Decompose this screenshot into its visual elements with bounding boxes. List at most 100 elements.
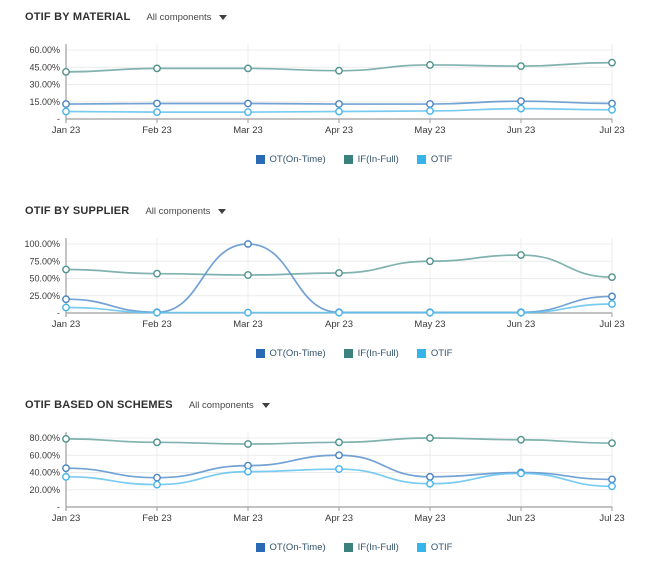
data-point[interactable] [62,295,70,304]
data-point[interactable] [335,66,343,75]
data-point[interactable] [608,273,616,282]
chart-legend: OT(On-Time) IF(In-Full) OTIF [48,153,645,165]
data-point[interactable] [335,107,343,116]
data-point[interactable] [335,438,343,447]
legend-swatch-icon [416,348,426,358]
series-OTIF [62,465,616,491]
data-point[interactable] [426,100,434,108]
components-dropdown[interactable]: All components [189,400,270,411]
line-chart-otif-by-material[interactable]: 60.00% 45.00% 30.00% 15.00% - Jan 23 Feb 23 Mar… [18,36,645,136]
data-point[interactable] [426,61,434,69]
chart-section-otif-by-material: OTIF BY MATERIAL All components 60.00% 45… [0,0,645,165]
data-point[interactable] [62,303,70,312]
legend-item-otif[interactable]: OTIF [416,542,452,553]
data-point[interactable] [517,104,525,113]
data-point[interactable] [153,308,161,317]
data-point[interactable] [426,479,434,488]
svg-text:Feb 23: Feb 23 [142,513,172,524]
data-point[interactable] [335,269,343,277]
legend-item-ot-on-time[interactable]: OT(On-Time) [255,154,326,165]
svg-text:Feb 23: Feb 23 [142,319,172,330]
legend-item-ot-on-time[interactable]: OT(On-Time) [255,348,326,359]
data-point[interactable] [608,300,616,308]
data-point[interactable] [244,108,252,117]
series-OTIF [62,104,616,117]
chart-title: OTIF BASED ON SCHEMES [25,399,173,411]
data-point[interactable] [426,107,434,115]
svg-text:60.00%: 60.00% [29,45,60,55]
data-point[interactable] [153,64,161,73]
data-point[interactable] [153,108,161,117]
chart-section-otif-based-on-schemes: OTIF BASED ON SCHEMES All components 80.… [0,388,645,553]
series-OTIF [62,300,616,317]
line-chart-otif-by-supplier[interactable]: 100.00% 75.00% 50.00% 25.00% - Jan 23 Feb 23 Ma… [18,230,645,330]
data-point[interactable] [335,465,343,473]
data-point[interactable] [244,440,252,448]
svg-text:Jan 23: Jan 23 [52,513,81,524]
svg-text:Jul 23: Jul 23 [599,513,624,524]
svg-text:May 23: May 23 [414,319,445,330]
svg-text:100.00%: 100.00% [24,239,60,249]
data-point[interactable] [62,434,70,443]
series-IF(In-Full) [62,58,616,76]
data-point[interactable] [426,472,434,481]
data-point[interactable] [608,439,616,448]
dropdown-selected-label: All components [146,11,212,23]
legend-item-otif[interactable]: OTIF [416,153,453,165]
data-point[interactable] [153,438,161,447]
data-point[interactable] [335,451,343,460]
chart-legend: OT(On-Time) IF(In-Full) OTIF [48,347,645,359]
data-point[interactable] [335,100,343,108]
data-point[interactable] [244,271,252,279]
data-point[interactable] [244,99,252,108]
data-point[interactable] [62,464,70,473]
data-point[interactable] [608,105,616,114]
legend-item-ot-on-time[interactable]: OT(On-Time) [255,542,326,553]
data-point[interactable] [62,472,70,481]
data-point[interactable] [244,240,252,248]
data-point[interactable] [426,257,434,266]
data-point[interactable] [153,99,161,108]
svg-text:-: - [57,502,60,512]
data-point[interactable] [517,308,525,317]
chart-header: OTIF BY SUPPLIER All components [18,194,645,220]
legend-label: IF(In-Full) [357,153,399,165]
data-point[interactable] [62,265,70,274]
legend-item-if-in-full[interactable]: IF(In-Full) [343,153,399,165]
line-chart-otif-based-on-schemes[interactable]: 80.00% 60.00% 40.00% 20.00% - Jan 23 Feb 23 Mar… [18,424,645,524]
data-point[interactable] [426,308,434,317]
legend-item-if-in-full[interactable]: IF(In-Full) [343,542,399,553]
data-point[interactable] [608,482,616,491]
data-point[interactable] [62,100,70,108]
svg-text:Jun 23: Jun 23 [507,513,536,524]
data-point[interactable] [62,67,70,76]
data-point[interactable] [517,435,525,444]
svg-text:Jul 23: Jul 23 [599,319,624,330]
data-point[interactable] [426,434,434,442]
data-point[interactable] [244,308,252,317]
chevron-down-icon [218,208,227,214]
data-point[interactable] [608,58,616,67]
legend-item-if-in-full[interactable]: IF(In-Full) [343,348,399,359]
data-point[interactable] [517,97,525,106]
chevron-down-icon [219,14,228,20]
data-point[interactable] [335,308,343,317]
svg-text:80.00%: 80.00% [29,433,60,443]
data-point[interactable] [62,107,70,116]
components-dropdown[interactable]: All components [145,206,227,217]
data-point[interactable] [244,64,252,73]
legend-item-otif[interactable]: OTIF [416,348,452,359]
data-point[interactable] [517,469,525,478]
components-dropdown[interactable]: All components [146,11,228,23]
data-point[interactable] [608,292,616,301]
data-point[interactable] [608,475,616,484]
legend-label: OTIF [430,153,453,165]
data-point[interactable] [608,99,616,108]
data-point[interactable] [517,62,525,70]
data-point[interactable] [244,467,252,476]
data-point[interactable] [153,473,161,482]
data-point[interactable] [153,480,161,489]
data-point[interactable] [517,251,525,259]
data-point[interactable] [153,269,161,278]
legend-swatch-icon [343,542,353,552]
